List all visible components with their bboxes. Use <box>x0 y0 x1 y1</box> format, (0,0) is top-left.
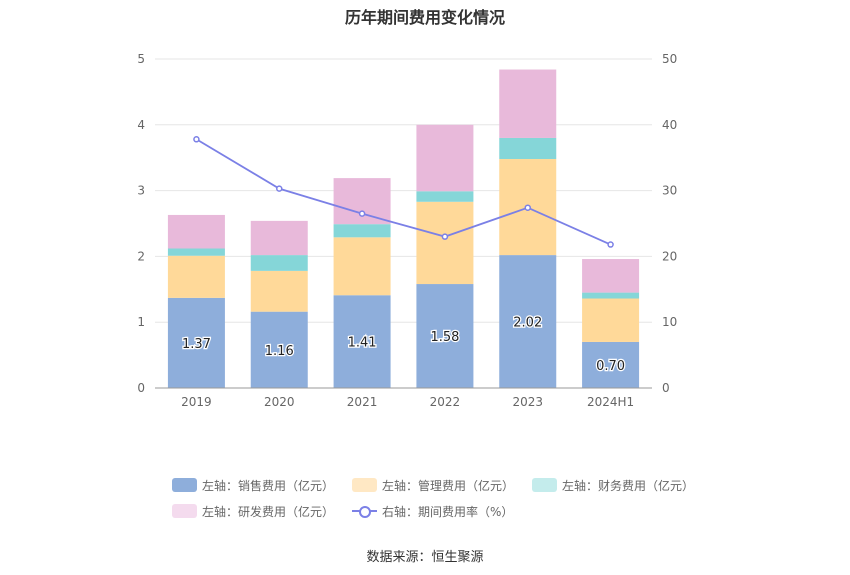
expense-ratio-point <box>524 204 531 211</box>
bar-segment <box>499 255 557 388</box>
legend-label: 左轴：销售费用（亿元） <box>202 478 335 493</box>
left-axis-tick-label: 5 <box>137 52 145 66</box>
bar-segment <box>582 341 640 388</box>
left-axis-tick-label: 4 <box>137 118 145 132</box>
legend-label: 左轴：财务费用（亿元） <box>562 478 695 493</box>
legend-swatch <box>172 478 197 492</box>
left-axis-tick-label: 0 <box>137 381 145 395</box>
legend-label: 左轴：研发费用（亿元） <box>202 504 335 519</box>
expense-ratio-point <box>358 210 366 217</box>
right-axis-tick-label: 30 <box>662 184 677 198</box>
legend-item-sales[interactable]: 左轴：销售费用（亿元） <box>172 477 334 494</box>
bar-segment <box>167 248 225 256</box>
expense-ratio-point <box>276 185 283 192</box>
expense-ratio-line <box>195 138 611 246</box>
expense-ratio-point <box>193 136 200 143</box>
bar-segment <box>333 178 391 225</box>
legend-swatch <box>172 504 197 518</box>
bar-segment <box>250 311 308 388</box>
data-source: 数据来源：恒生聚源 <box>366 550 484 565</box>
x-axis-tick-label: 2019 <box>181 395 212 409</box>
left-axis-tick-label: 3 <box>137 184 145 198</box>
x-axis-tick-label: 2023 <box>512 395 543 409</box>
data-label: 2.02 <box>513 316 542 331</box>
bar-segment <box>416 124 474 192</box>
right-axis-tick-label: 10 <box>662 315 677 329</box>
x-axis-tick-label: 2024H1 <box>587 395 634 409</box>
chart-plot: 1.37 1.16 1.41 1.58 2.02 0.70 0 0 1 10 2 20 3 30 4 40 5… <box>137 52 677 409</box>
data-label: 0.70 <box>596 359 625 374</box>
bar-segment <box>499 137 557 160</box>
expense-ratio-point <box>607 241 614 248</box>
bar-segment <box>582 259 640 293</box>
left-axis-tick-label: 2 <box>137 249 145 263</box>
bar-segment <box>167 214 225 249</box>
expense-ratio-point <box>441 233 449 240</box>
data-label: 1.41 <box>348 336 377 351</box>
legend-swatch <box>532 478 558 492</box>
bar-segment <box>416 284 474 388</box>
legend-item-admin[interactable]: 左轴：管理费用（亿元） <box>352 477 514 494</box>
bar-segment <box>250 220 308 256</box>
bar-segment <box>499 69 557 138</box>
x-axis-tick-label: 2022 <box>430 395 461 409</box>
right-axis-tick-label: 0 <box>662 381 670 395</box>
right-axis-tick-label: 40 <box>662 118 677 132</box>
legend-item-expense-ratio[interactable]: 右轴：期间费用率（%） <box>352 503 513 520</box>
bar-segment <box>416 201 474 285</box>
left-axis-tick-label: 1 <box>137 315 145 329</box>
legend-item-rnd[interactable]: 左轴：研发费用（亿元） <box>172 503 334 520</box>
data-label: 1.58 <box>430 330 459 345</box>
bar-segment <box>582 292 640 299</box>
x-axis-tick-label: 2021 <box>347 395 378 409</box>
x-axis-tick-label: 2020 <box>264 395 295 409</box>
bar-segment <box>333 295 391 388</box>
bar-segment <box>250 255 308 271</box>
legend-label: 左轴：管理费用（亿元） <box>382 478 515 493</box>
bar-segment <box>167 297 225 388</box>
bar-segment <box>333 237 391 296</box>
data-label: 1.37 <box>182 337 211 352</box>
bar-segment <box>582 298 640 342</box>
legend-item-finance[interactable]: 左轴：财务费用（亿元） <box>532 477 694 494</box>
bar-segment <box>333 224 391 238</box>
bar-segment <box>416 191 474 202</box>
right-axis-tick-label: 50 <box>662 52 677 66</box>
legend-line-icon <box>352 504 378 518</box>
legend-swatch <box>352 478 378 492</box>
bar-segment <box>167 255 225 298</box>
data-label: 1.16 <box>265 344 294 359</box>
bar-segment <box>250 270 308 312</box>
chart-legend: 左轴：销售费用（亿元） 左轴：管理费用（亿元） 左轴：财务费用（亿元） 左轴：研… <box>172 472 732 524</box>
right-axis-tick-label: 20 <box>662 249 677 263</box>
chart-title: 历年期间费用变化情况 <box>344 8 505 27</box>
legend-label: 右轴：期间费用率（%） <box>382 504 514 519</box>
